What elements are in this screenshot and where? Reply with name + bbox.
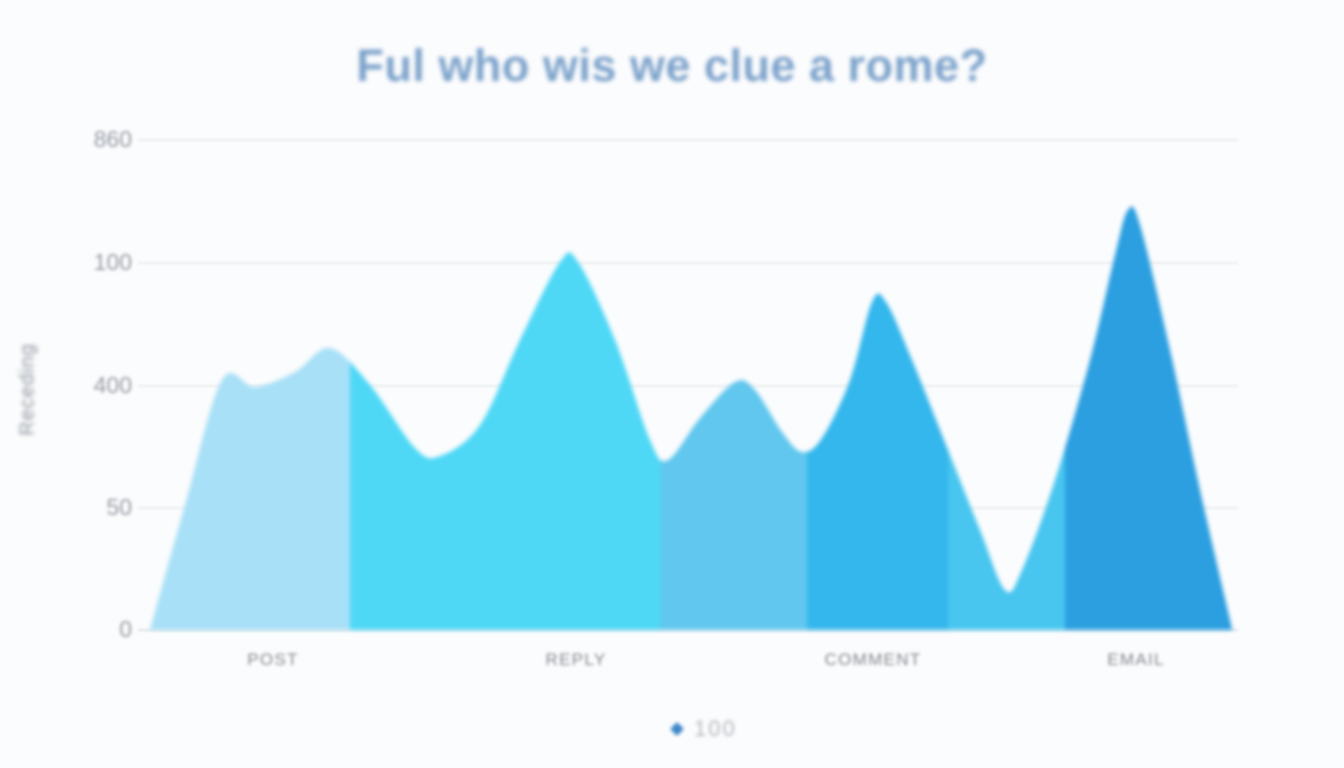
x-category-label: COMMENT <box>824 650 922 669</box>
area-band <box>150 347 350 630</box>
gridline <box>138 385 1238 387</box>
y-tick-label: 400 <box>93 372 132 398</box>
y-tick-label: 100 <box>93 249 132 275</box>
area-band <box>1065 206 1232 630</box>
gridline <box>138 262 1238 264</box>
chart-title: Ful who wis we clue a rome? <box>356 40 988 91</box>
x-category-label: EMAIL <box>1107 650 1165 669</box>
area-band <box>660 380 807 630</box>
x-category-label: REPLY <box>545 650 607 669</box>
legend: 100 <box>669 716 737 742</box>
area-band <box>807 293 948 630</box>
legend-label: 100 <box>694 716 737 741</box>
y-tick-label: 860 <box>93 126 132 152</box>
area-band <box>948 447 1065 630</box>
y-tick-label: 0 <box>119 616 132 642</box>
y-tick-label: 50 <box>106 494 132 520</box>
legend-diamond-icon <box>669 721 685 737</box>
gridline <box>138 139 1238 141</box>
x-category-label: POST <box>247 650 299 669</box>
area-band <box>350 252 660 630</box>
